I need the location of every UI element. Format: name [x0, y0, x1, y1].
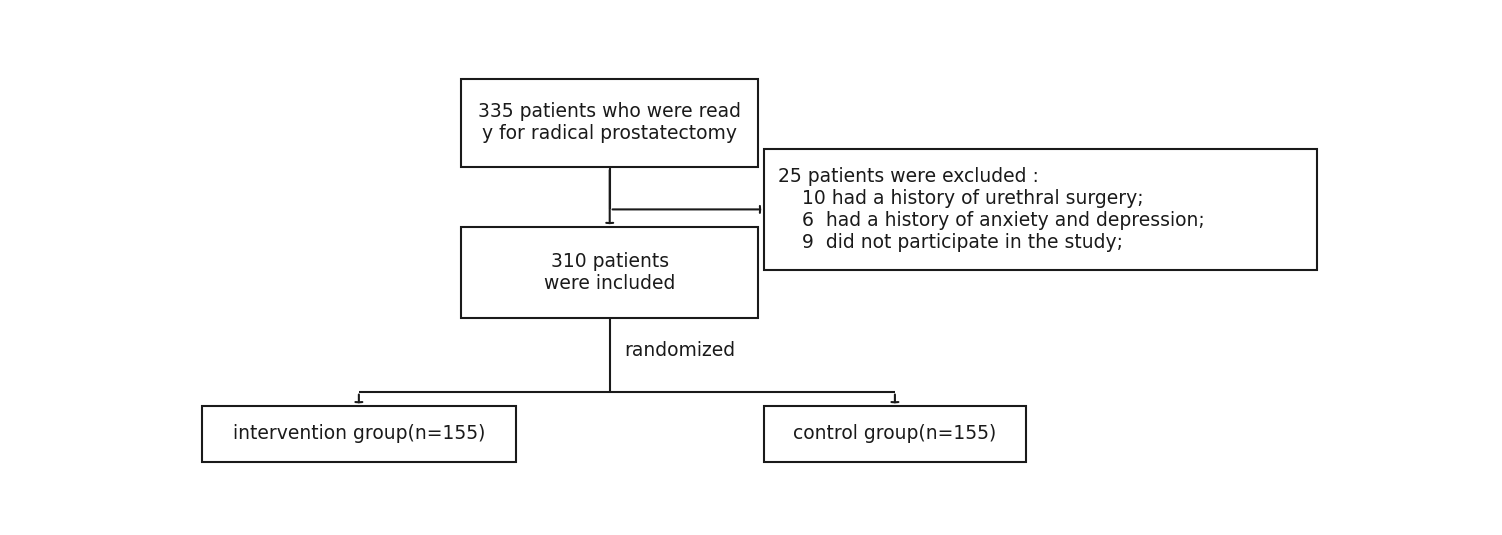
Text: 335 patients who were read
y for radical prostatectomy: 335 patients who were read y for radical…	[478, 102, 740, 143]
Text: 310 patients
were included: 310 patients were included	[544, 252, 676, 293]
FancyBboxPatch shape	[461, 227, 759, 318]
FancyBboxPatch shape	[765, 406, 1026, 462]
FancyBboxPatch shape	[201, 406, 517, 462]
Text: randomized: randomized	[625, 341, 736, 360]
Text: control group(n=155): control group(n=155)	[793, 424, 996, 444]
Text: 25 patients were excluded :
    10 had a history of urethral surgery;
    6  had: 25 patients were excluded : 10 had a his…	[778, 167, 1205, 252]
FancyBboxPatch shape	[461, 79, 759, 167]
FancyBboxPatch shape	[765, 149, 1317, 270]
Text: intervention group(n=155): intervention group(n=155)	[233, 424, 485, 444]
